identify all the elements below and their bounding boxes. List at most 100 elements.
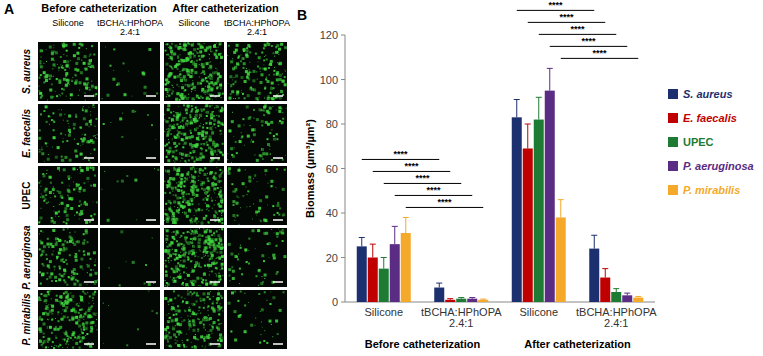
fluorescence-speck bbox=[172, 138, 173, 139]
fluorescence-speck bbox=[188, 193, 190, 195]
fluorescence-speck bbox=[73, 189, 75, 191]
fluorescence-speck bbox=[76, 184, 79, 187]
fluorescence-speck bbox=[49, 89, 52, 92]
fluorescence-speck bbox=[201, 209, 203, 211]
fluorescence-speck bbox=[211, 51, 212, 52]
fluorescence-speck bbox=[83, 82, 86, 85]
fluorescence-speck bbox=[181, 174, 184, 177]
fluorescence-speck bbox=[221, 256, 223, 258]
fluorescence-speck bbox=[175, 194, 177, 196]
fluorescence-speck bbox=[231, 84, 232, 85]
fluorescence-speck bbox=[66, 79, 69, 82]
fluorescence-speck bbox=[68, 277, 70, 279]
fluorescence-speck bbox=[220, 56, 223, 59]
fluorescence-speck bbox=[50, 116, 51, 117]
fluorescence-speck bbox=[187, 84, 190, 87]
fluorescence-speck bbox=[187, 105, 190, 108]
fluorescence-speck bbox=[258, 92, 261, 95]
fluorescence-speck bbox=[215, 184, 217, 186]
fluorescence-speck bbox=[213, 215, 216, 218]
fluorescence-speck bbox=[65, 84, 68, 87]
text-line: 2.4:1 bbox=[120, 27, 140, 37]
fluorescence-speck bbox=[221, 222, 223, 224]
fluorescence-speck bbox=[76, 52, 79, 55]
fluorescence-speck bbox=[53, 206, 54, 207]
fluorescence-speck bbox=[184, 79, 187, 82]
scale-bar bbox=[273, 219, 283, 221]
fluorescence-speck bbox=[268, 183, 269, 184]
row-label: S. aureus bbox=[21, 49, 32, 94]
fluorescence-speck bbox=[77, 169, 78, 170]
fluorescence-speck bbox=[173, 195, 174, 196]
fluorescence-speck bbox=[84, 68, 85, 69]
fluorescence-speck bbox=[79, 167, 81, 169]
fluorescence-speck bbox=[184, 46, 186, 48]
fluorescence-speck bbox=[199, 118, 200, 119]
fluorescence-speck bbox=[54, 269, 55, 270]
fluorescence-speck bbox=[51, 253, 53, 255]
fluorescence-speck bbox=[131, 96, 132, 97]
fluorescence-speck bbox=[47, 158, 50, 161]
fluorescence-speck bbox=[95, 87, 97, 89]
fluorescence-speck bbox=[189, 177, 190, 178]
fluorescence-speck bbox=[220, 62, 221, 63]
fluorescence-speck bbox=[42, 250, 45, 253]
fluorescence-speck bbox=[183, 198, 186, 201]
fluorescence-speck bbox=[234, 77, 235, 78]
fluorescence-speck bbox=[80, 204, 82, 206]
fluorescence-speck bbox=[227, 153, 228, 154]
fluorescence-speck bbox=[95, 284, 96, 285]
fluorescence-speck bbox=[213, 45, 216, 48]
fluorescence-speck bbox=[122, 113, 123, 114]
fluorescence-speck bbox=[168, 117, 170, 119]
fluorescence-speck bbox=[213, 123, 215, 125]
fluorescence-speck bbox=[232, 79, 233, 80]
fluorescence-speck bbox=[45, 194, 47, 196]
fluorescence-speck bbox=[273, 52, 275, 54]
fluorescence-speck bbox=[40, 230, 42, 232]
fluorescence-speck bbox=[41, 149, 43, 151]
fluorescence-speck bbox=[183, 75, 186, 78]
fluorescence-speck bbox=[69, 185, 70, 186]
fluorescence-speck bbox=[53, 120, 54, 121]
fluorescence-speck bbox=[230, 60, 233, 63]
fluorescence-speck bbox=[40, 60, 42, 62]
scale-bar bbox=[84, 219, 94, 221]
fluorescence-speck bbox=[267, 143, 270, 146]
fluorescence-speck bbox=[182, 120, 184, 122]
fluorescence-speck bbox=[267, 138, 269, 140]
fluorescence-speck bbox=[123, 62, 125, 64]
fluorescence-speck bbox=[40, 49, 43, 52]
fluorescence-speck bbox=[166, 96, 167, 97]
fluorescence-speck bbox=[180, 178, 183, 181]
fluorescence-speck bbox=[188, 159, 190, 161]
fluorescence-speck bbox=[48, 246, 50, 248]
fluorescence-speck bbox=[270, 153, 271, 154]
fluorescence-speck bbox=[197, 138, 200, 141]
fluorescence-speck bbox=[260, 81, 263, 84]
fluorescence-speck bbox=[75, 189, 76, 190]
fluorescence-speck bbox=[173, 270, 176, 273]
fluorescence-speck bbox=[92, 107, 93, 108]
fluorescence-speck bbox=[58, 191, 61, 194]
fluorescence-speck bbox=[167, 216, 170, 219]
fluorescence-speck bbox=[266, 77, 267, 78]
fluorescence-speck bbox=[194, 99, 195, 100]
fluorescence-speck bbox=[117, 180, 119, 182]
fluorescence-speck bbox=[58, 109, 59, 110]
fluorescence-speck bbox=[207, 81, 209, 83]
fluorescence-speck bbox=[153, 283, 154, 284]
fluorescence-speck bbox=[42, 273, 45, 276]
fluorescence-speck bbox=[48, 202, 49, 203]
fluorescence-speck bbox=[206, 77, 208, 79]
fluorescence-speck bbox=[52, 68, 53, 69]
fluorescence-speck bbox=[212, 72, 215, 75]
fluorescence-speck bbox=[168, 180, 171, 183]
fluorescence-speck bbox=[196, 137, 199, 140]
fluorescence-speck bbox=[271, 86, 272, 87]
fluorescence-speck bbox=[39, 77, 41, 79]
fluorescence-speck bbox=[69, 84, 70, 85]
fluorescence-speck bbox=[257, 61, 258, 62]
fluorescence-speck bbox=[83, 137, 85, 139]
fluorescence-speck bbox=[255, 211, 258, 214]
